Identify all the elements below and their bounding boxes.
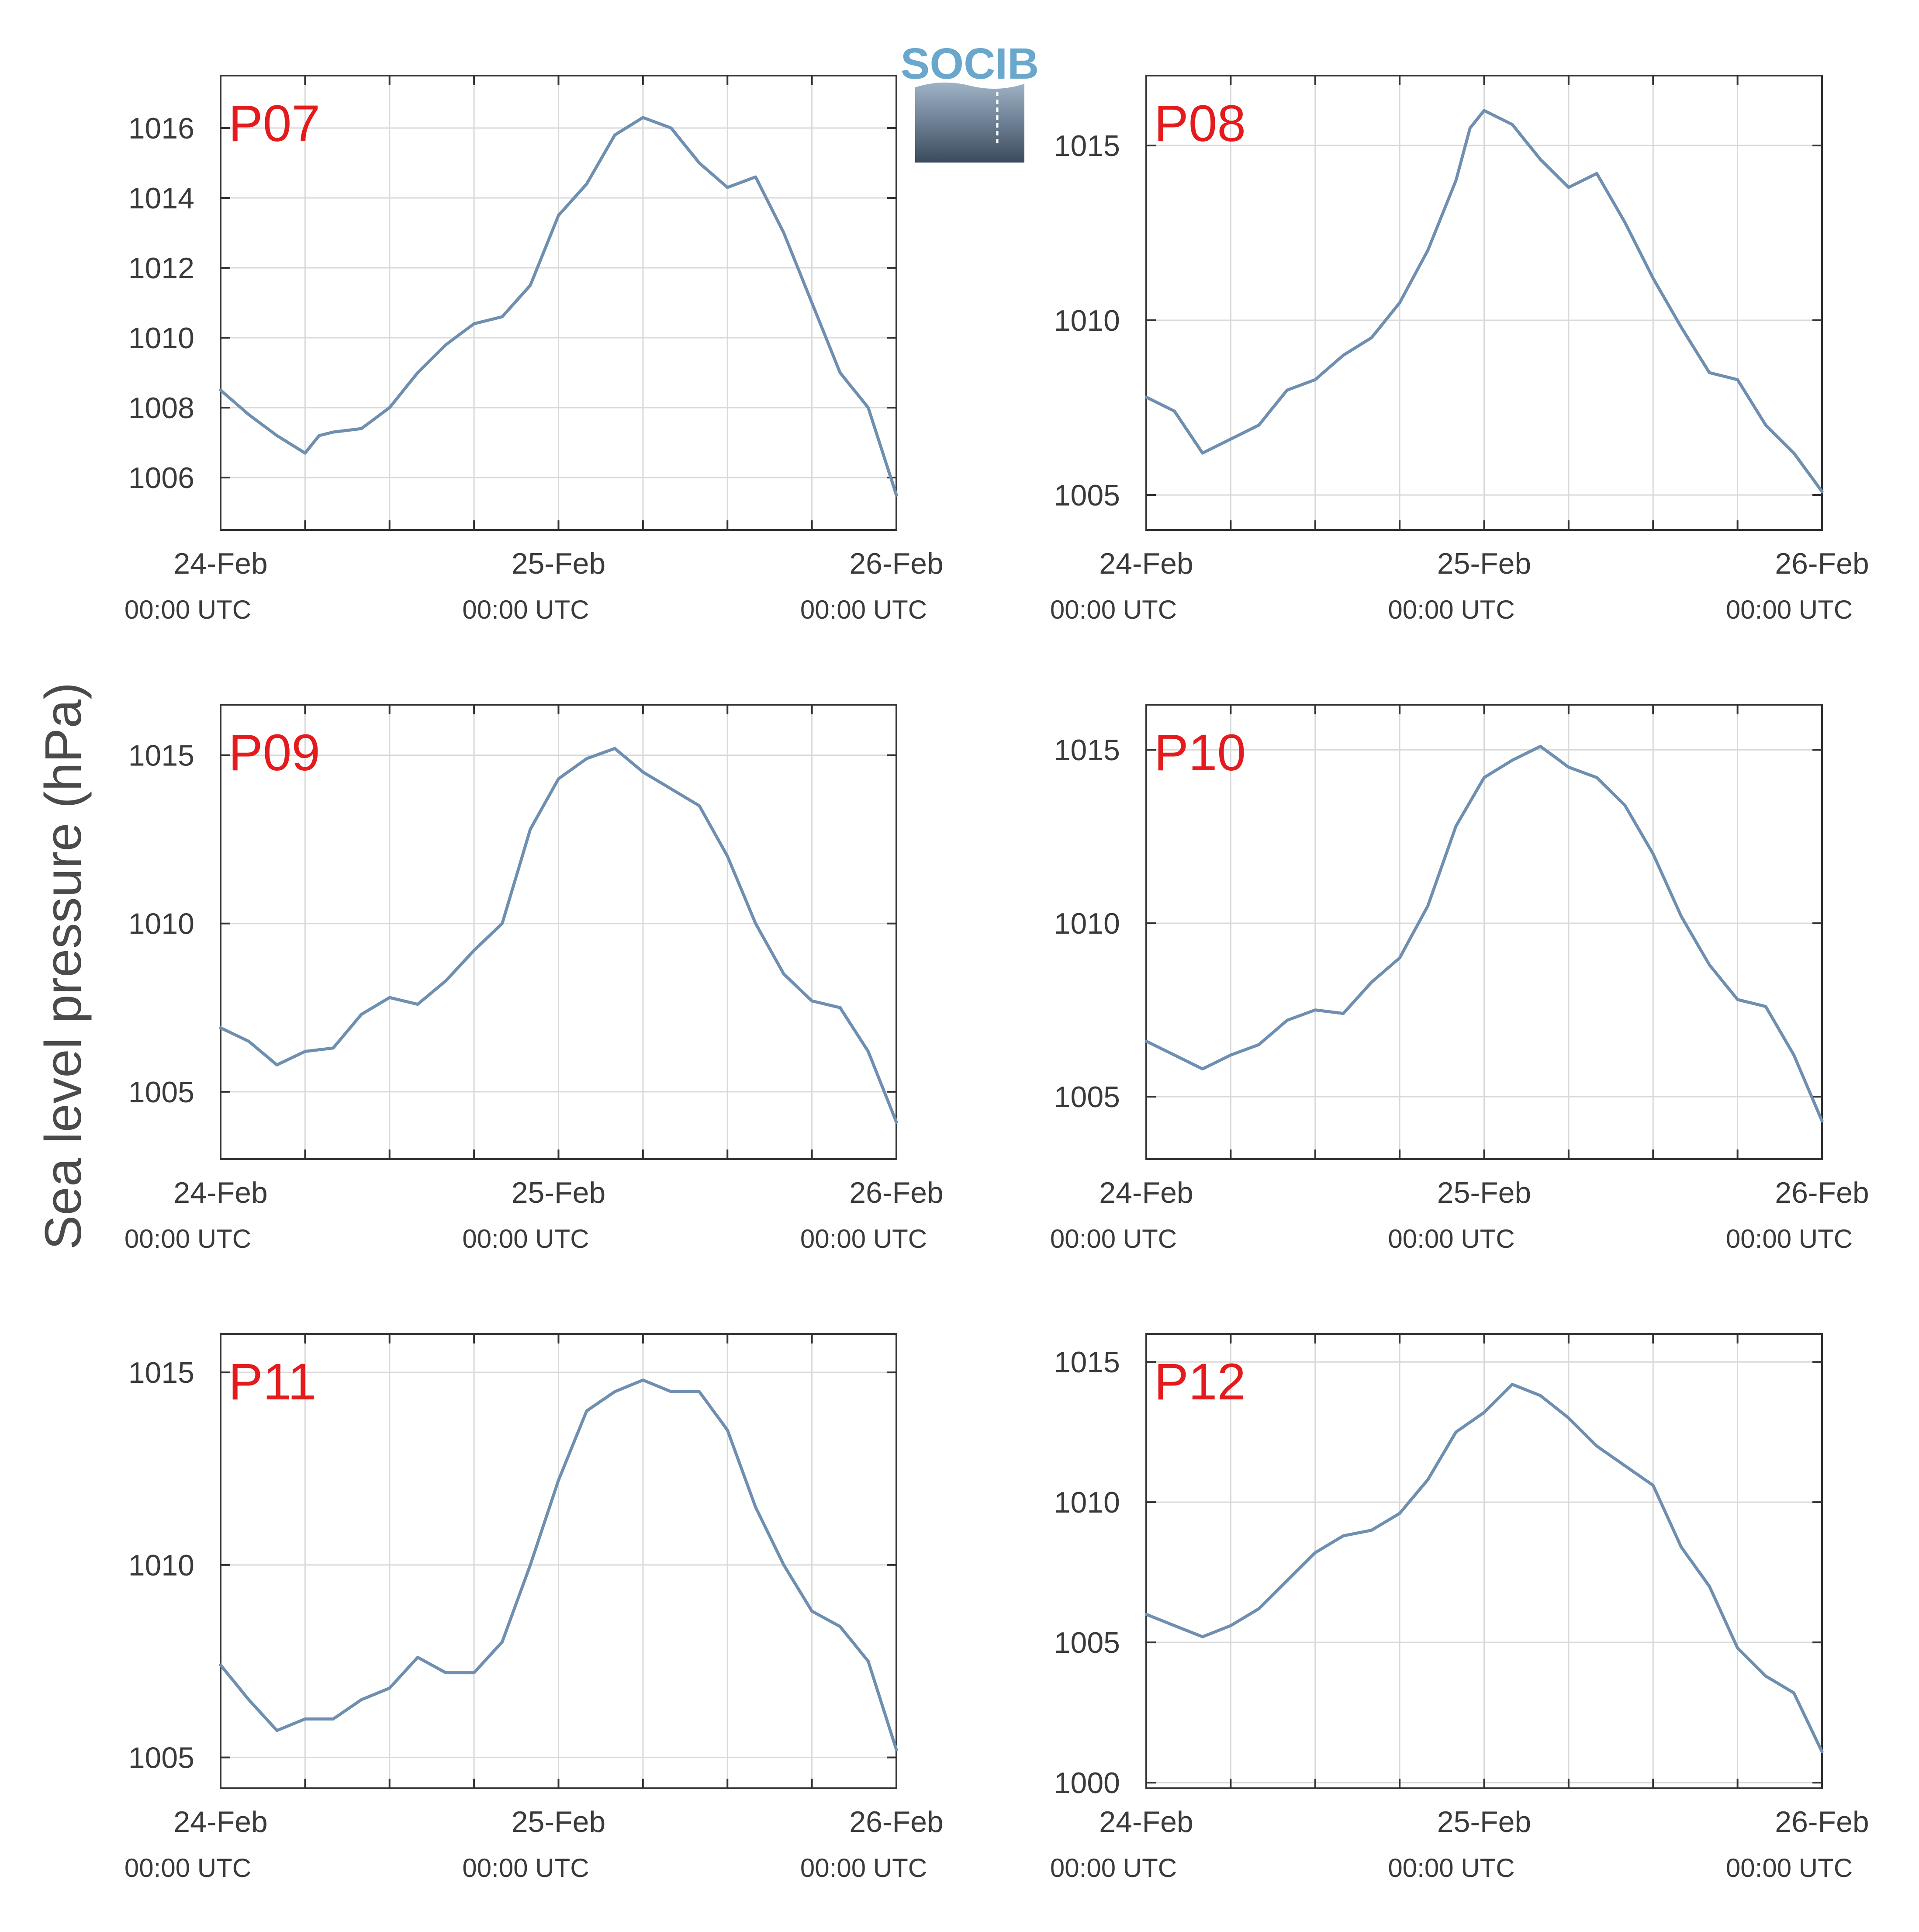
- x-tick-label: 25-Feb: [1437, 1805, 1531, 1839]
- x-tick-label: 26-Feb: [849, 1176, 943, 1209]
- x-tick-sublabel: 00:00 UTC: [1726, 1224, 1853, 1253]
- chart-panel-p07: 1006 1008 1010 1012 1014 1016 24-Feb 00:00 UTC 2…: [124, 75, 944, 624]
- x-tick-label: 24-Feb: [1099, 1805, 1193, 1839]
- y-tick-label: 1010: [128, 322, 194, 355]
- chart-panel-p08: 1005 1010 1015 24-Feb 00:00 UTC 25-Feb 00:00 U…: [1050, 75, 1869, 624]
- x-tick-label: 25-Feb: [512, 1176, 605, 1209]
- x-tick-sublabel: 00:00 UTC: [124, 1853, 251, 1883]
- y-tick-label: 1012: [128, 252, 194, 285]
- y-tick-label: 1000: [1054, 1766, 1120, 1800]
- y-tick-label: 1005: [128, 1741, 194, 1774]
- panel-label-p10: P10: [1154, 724, 1246, 782]
- x-tick-sublabel: 00:00 UTC: [1050, 1853, 1177, 1883]
- x-tick-sublabel: 00:00 UTC: [124, 595, 251, 624]
- chart-panel-p10: 1005 1010 1015 24-Feb 00:00 UTC 25-Feb 00:00 U…: [1050, 704, 1869, 1253]
- socib-logo-wave: [915, 82, 1024, 163]
- y-tick-label: 1005: [1054, 1080, 1120, 1114]
- x-tick-sublabel: 00:00 UTC: [462, 1853, 589, 1883]
- series-line-p09: [219, 747, 898, 1124]
- x-tick-sublabel: 00:00 UTC: [800, 595, 927, 624]
- panel-label-p12: P12: [1154, 1353, 1246, 1411]
- x-tick-label: 24-Feb: [1099, 547, 1193, 580]
- panel-label-p09: P09: [228, 724, 320, 782]
- x-tick-sublabel: 00:00 UTC: [124, 1224, 251, 1253]
- y-tick-label: 1010: [1054, 907, 1120, 940]
- x-tick-sublabel: 00:00 UTC: [800, 1224, 927, 1253]
- x-tick-label: 26-Feb: [849, 1805, 943, 1839]
- socib-logo-text: SOCIB: [901, 39, 1039, 88]
- x-tick-sublabel: 00:00 UTC: [1726, 595, 1853, 624]
- socib-logo: SOCIB: [901, 39, 1039, 163]
- y-tick-label: 1005: [1054, 1626, 1120, 1659]
- x-tick-label: 25-Feb: [1437, 547, 1531, 580]
- y-tick-label: 1010: [128, 1549, 194, 1582]
- x-tick-label: 25-Feb: [512, 547, 605, 580]
- x-tick-sublabel: 00:00 UTC: [1388, 1853, 1514, 1883]
- x-tick-label: 24-Feb: [173, 1805, 267, 1839]
- x-tick-sublabel: 00:00 UTC: [800, 1853, 927, 1883]
- x-tick-label: 26-Feb: [1775, 1176, 1869, 1209]
- y-tick-label: 1015: [1054, 129, 1120, 163]
- y-tick-label: 1015: [128, 739, 194, 772]
- series-line-p11: [219, 1378, 898, 1752]
- x-tick-label: 26-Feb: [1775, 1805, 1869, 1839]
- panel-label-p07: P07: [228, 95, 320, 152]
- x-tick-label: 26-Feb: [1775, 547, 1869, 580]
- y-tick-label: 1005: [1054, 479, 1120, 512]
- y-tick-label: 1015: [128, 1356, 194, 1389]
- x-tick-sublabel: 00:00 UTC: [462, 1224, 589, 1253]
- y-tick-label: 1008: [128, 391, 194, 425]
- chart-panel-p09: 1005 1010 1015 24-Feb 00:00 UTC 25-Feb 00:00 U…: [124, 704, 944, 1253]
- y-tick-label: 1015: [1054, 734, 1120, 767]
- x-tick-label: 25-Feb: [512, 1805, 605, 1839]
- chart-panel-p12: 1000 1005 1010 1015 24-Feb 00:00 UTC 25-Feb 00:…: [1050, 1333, 1869, 1883]
- x-tick-sublabel: 00:00 UTC: [1050, 1224, 1177, 1253]
- x-tick-label: 24-Feb: [173, 1176, 267, 1209]
- series-line-p07: [219, 116, 898, 497]
- y-tick-label: 1006: [128, 461, 194, 495]
- y-tick-label: 1015: [1054, 1346, 1120, 1379]
- y-tick-label: 1010: [128, 907, 194, 941]
- panel-label-p08: P08: [1154, 95, 1246, 152]
- x-tick-label: 25-Feb: [1437, 1176, 1531, 1209]
- y-tick-label: 1014: [128, 182, 194, 215]
- y-tick-label: 1010: [1054, 304, 1120, 337]
- y-tick-label: 1016: [128, 112, 194, 145]
- x-tick-label: 24-Feb: [1099, 1176, 1193, 1209]
- x-tick-sublabel: 00:00 UTC: [1388, 1224, 1514, 1253]
- x-tick-label: 26-Feb: [849, 547, 943, 580]
- x-tick-sublabel: 00:00 UTC: [462, 595, 589, 624]
- y-tick-label: 1005: [128, 1076, 194, 1109]
- y-tick-label: 1010: [1054, 1486, 1120, 1519]
- series-line-p12: [1144, 1383, 1824, 1753]
- x-tick-sublabel: 00:00 UTC: [1388, 595, 1514, 624]
- y-axis-label: Sea level pressure (hPa): [35, 682, 92, 1250]
- x-tick-label: 24-Feb: [173, 547, 267, 580]
- x-tick-sublabel: 00:00 UTC: [1726, 1853, 1853, 1883]
- panel-label-p11: P11: [228, 1353, 316, 1411]
- chart-panel-p11: 1005 1010 1015 24-Feb 00:00 UTC 25-Feb 00:00 U…: [124, 1333, 944, 1883]
- x-tick-sublabel: 00:00 UTC: [1050, 595, 1177, 624]
- series-line-p10: [1144, 744, 1824, 1123]
- series-line-p08: [1144, 109, 1824, 493]
